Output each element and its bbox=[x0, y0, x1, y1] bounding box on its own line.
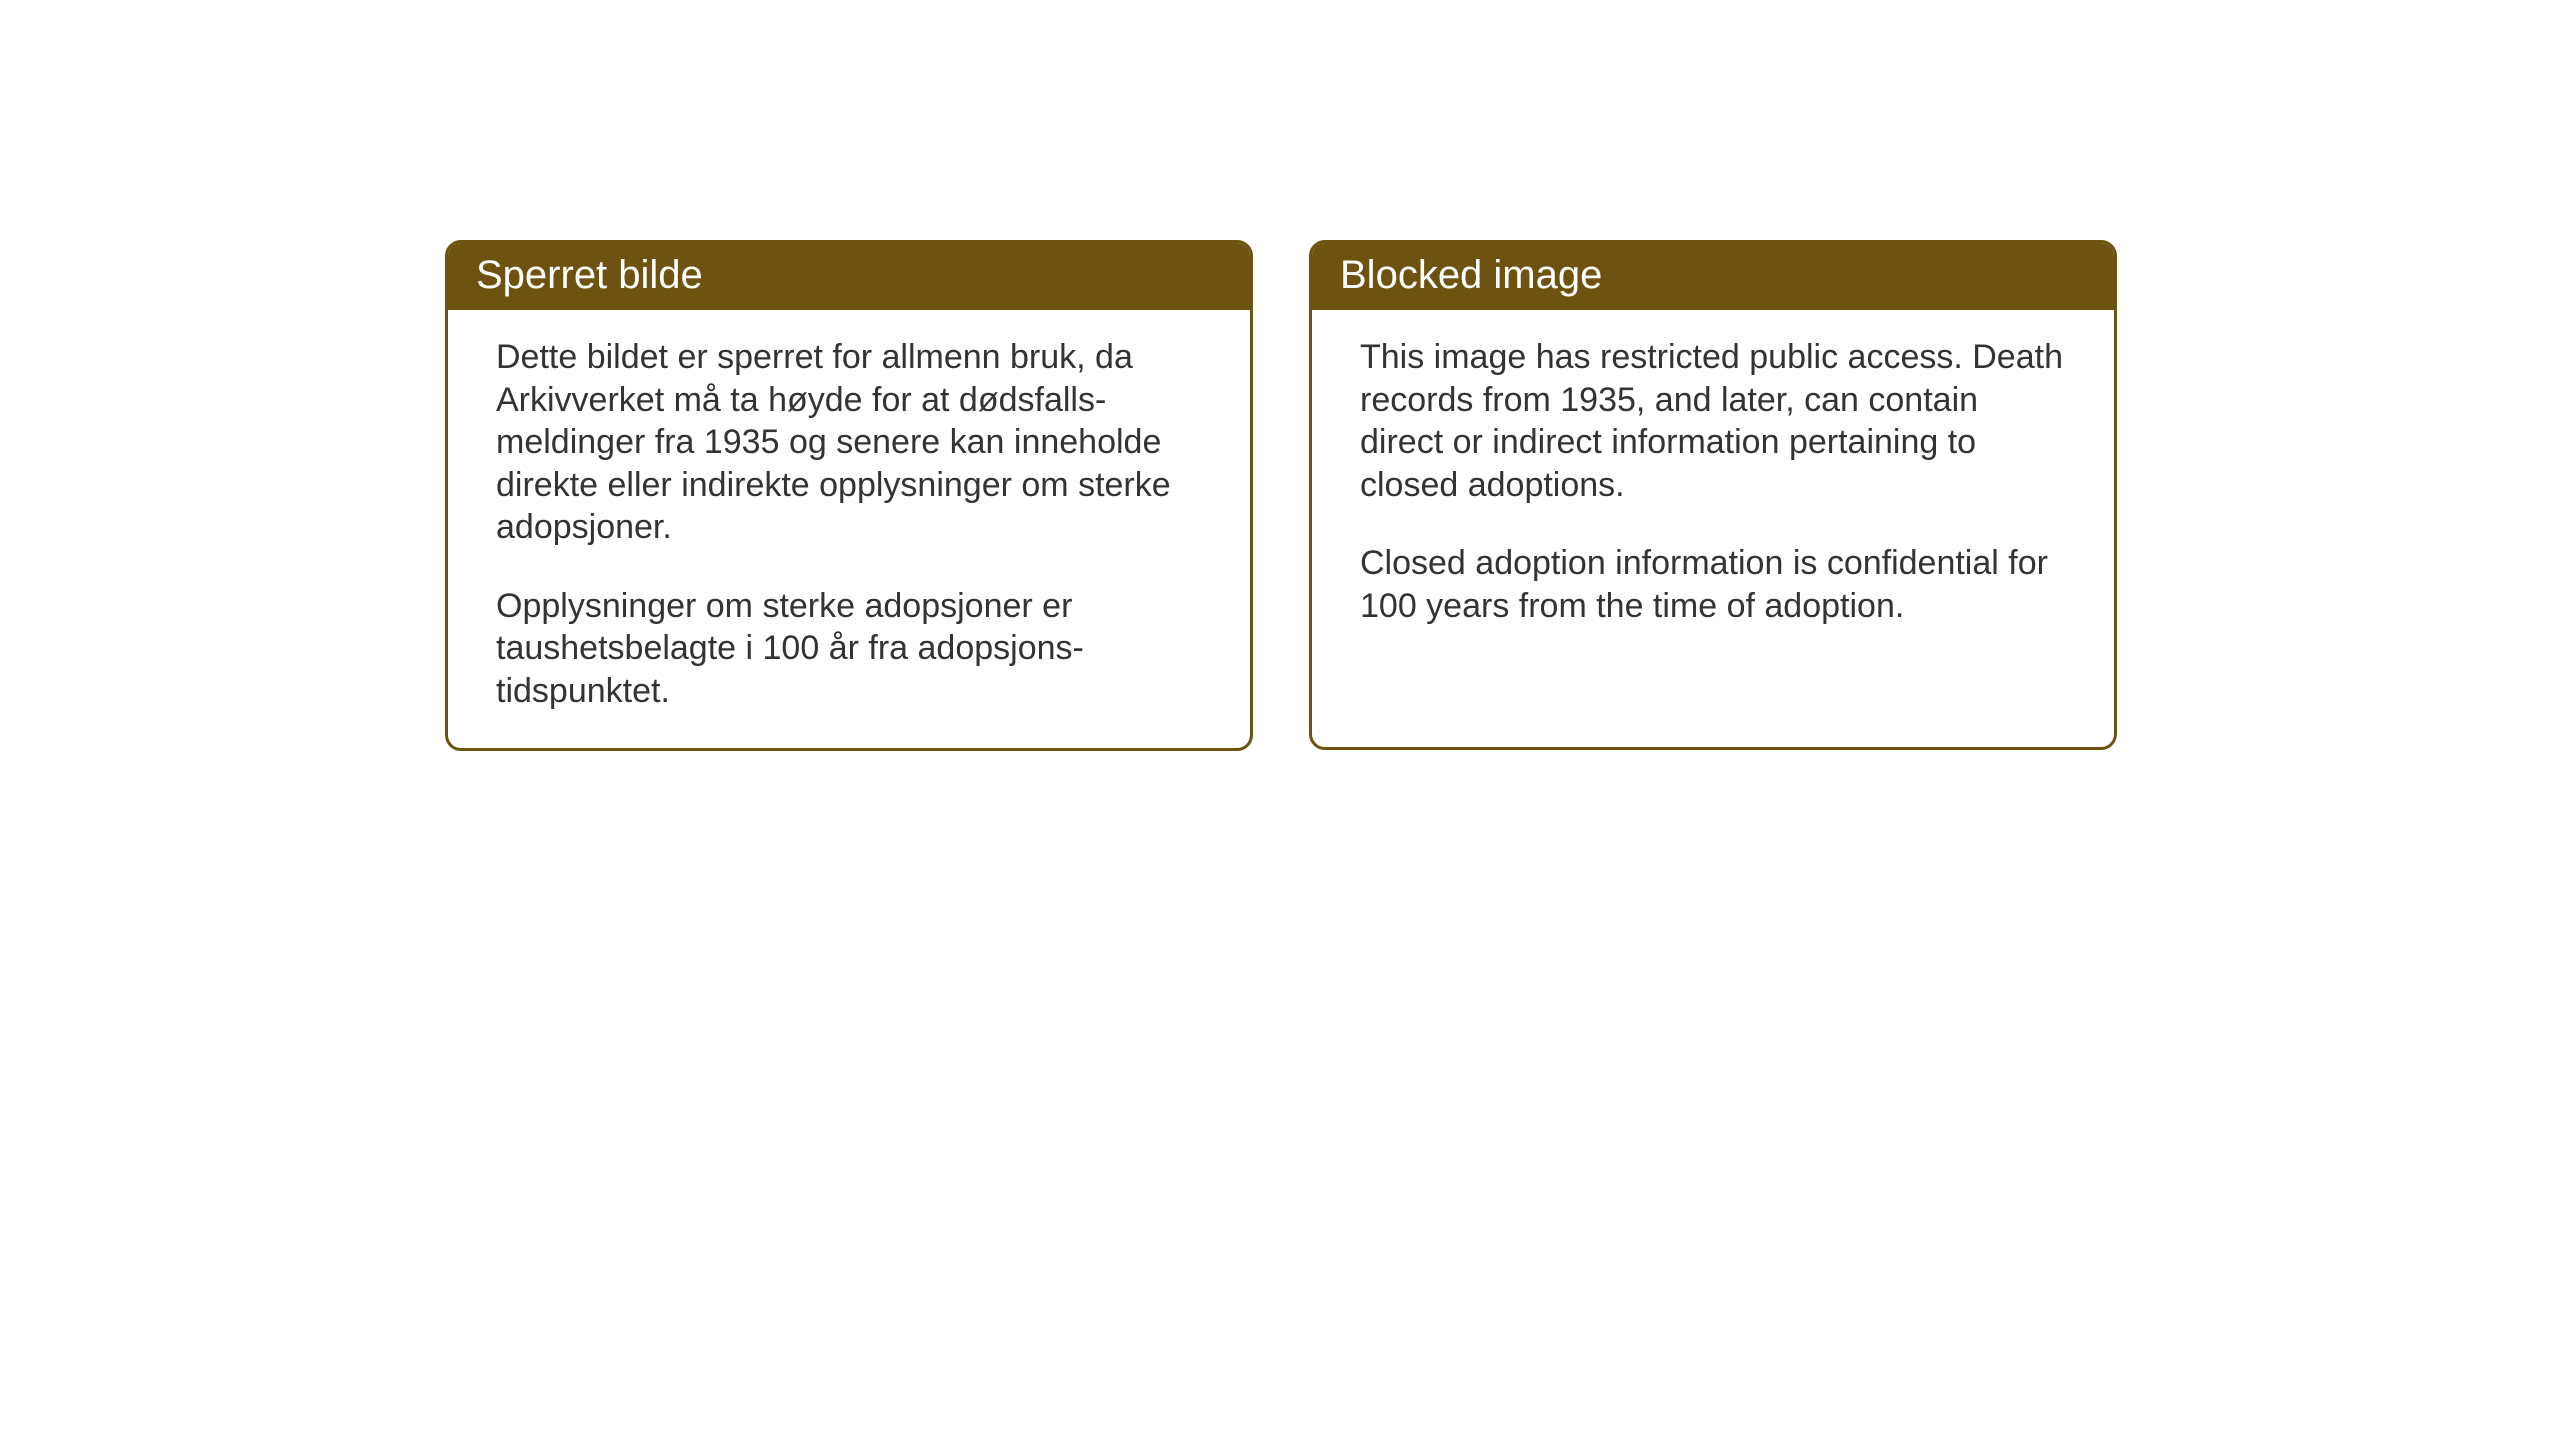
card-english-header: Blocked image bbox=[1312, 243, 2114, 310]
card-norwegian-header: Sperret bilde bbox=[448, 243, 1250, 310]
card-norwegian-paragraph-1: Dette bildet er sperret for allmenn bruk… bbox=[496, 336, 1206, 549]
card-norwegian: Sperret bilde Dette bildet er sperret fo… bbox=[445, 240, 1253, 751]
card-norwegian-paragraph-2: Opplysninger om sterke adopsjoner er tau… bbox=[496, 585, 1206, 713]
card-english-title: Blocked image bbox=[1340, 253, 1602, 297]
card-norwegian-title: Sperret bilde bbox=[476, 253, 703, 297]
cards-container: Sperret bilde Dette bildet er sperret fo… bbox=[0, 0, 2560, 751]
card-english-paragraph-1: This image has restricted public access.… bbox=[1360, 336, 2070, 506]
card-english-paragraph-2: Closed adoption information is confident… bbox=[1360, 542, 2070, 627]
card-english-body: This image has restricted public access.… bbox=[1312, 310, 2114, 663]
card-norwegian-body: Dette bildet er sperret for allmenn bruk… bbox=[448, 310, 1250, 748]
card-english: Blocked image This image has restricted … bbox=[1309, 240, 2117, 750]
